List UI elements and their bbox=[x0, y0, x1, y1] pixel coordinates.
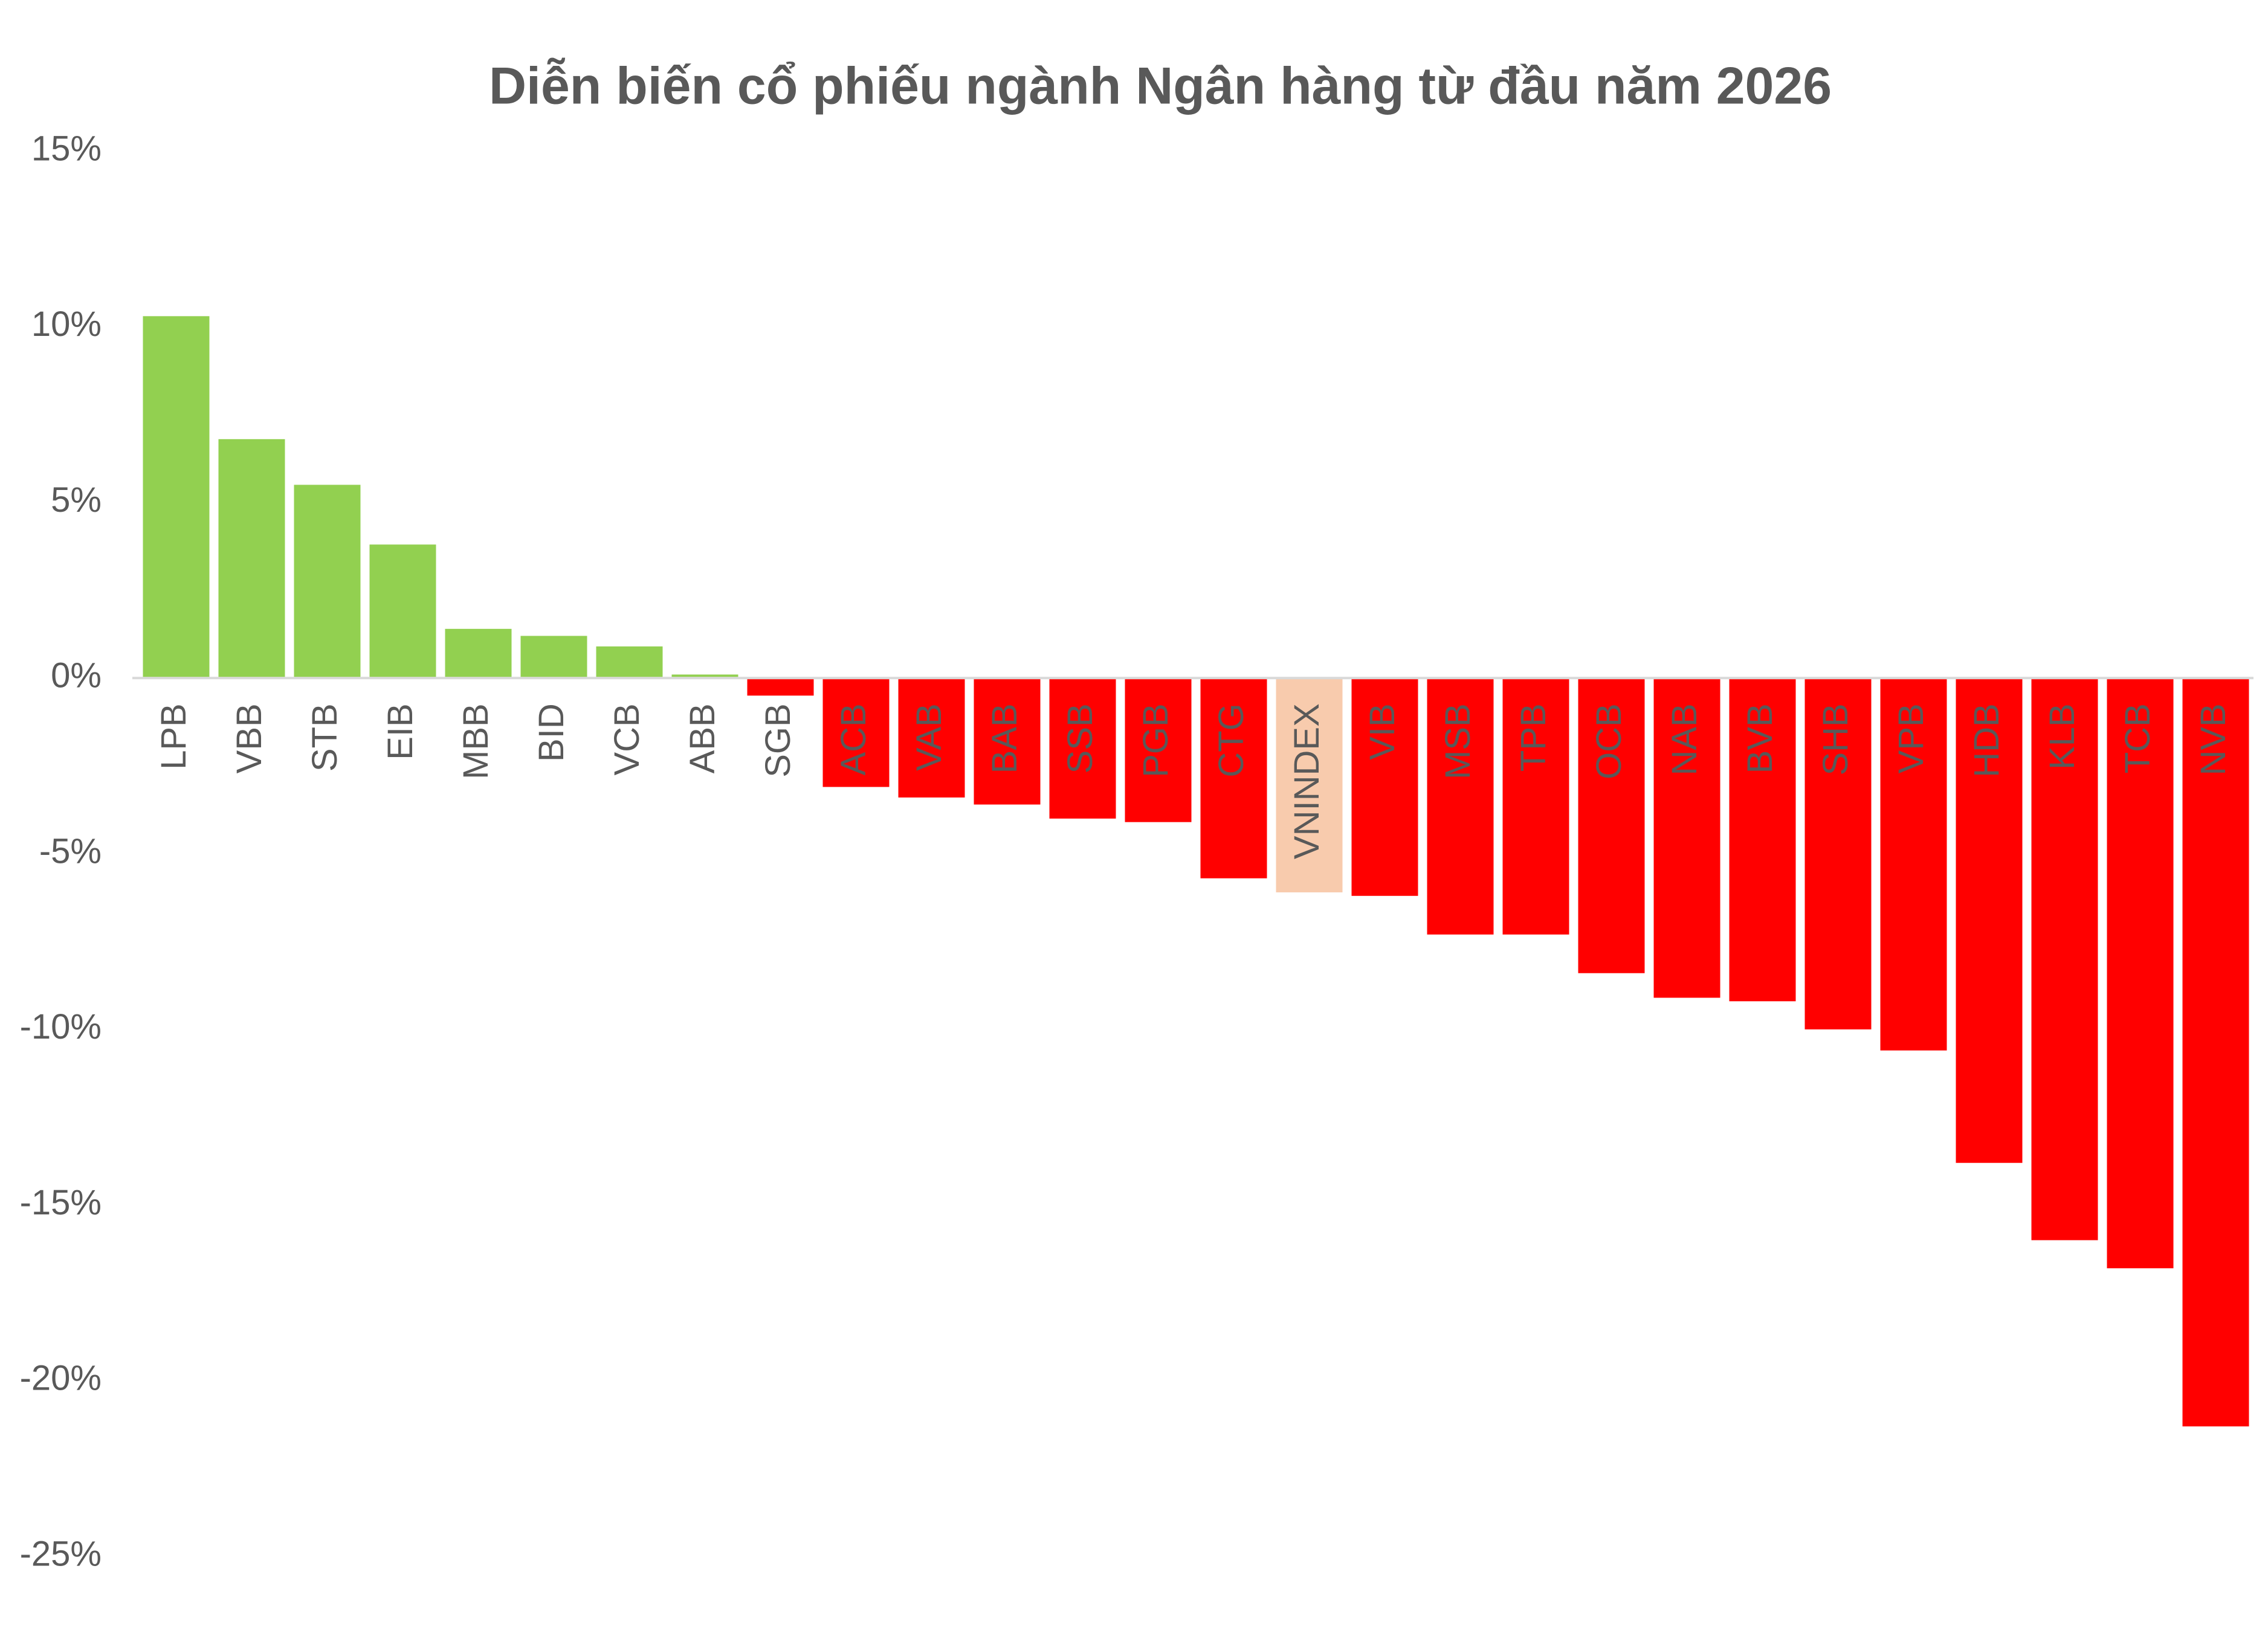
x-tick-label: LPB bbox=[154, 703, 193, 770]
bar bbox=[2107, 678, 2174, 1269]
bar bbox=[1956, 678, 2023, 1163]
x-tick-label: KLB bbox=[2043, 703, 2082, 770]
x-tick-label: OCB bbox=[1589, 703, 1629, 779]
bar bbox=[671, 674, 738, 678]
bar bbox=[294, 485, 361, 678]
x-tick-label: ABB bbox=[683, 703, 722, 773]
x-tick-label: MBB bbox=[456, 703, 496, 779]
bar bbox=[2031, 678, 2098, 1240]
bar bbox=[822, 678, 890, 787]
bar bbox=[747, 678, 814, 696]
x-tick-label: VBB bbox=[230, 703, 269, 773]
x-tick-label: VIB bbox=[1363, 703, 1402, 760]
x-tick-label: TCB bbox=[2118, 703, 2157, 773]
x-tick-label: BVB bbox=[1740, 703, 1780, 773]
x-tick-label: HDB bbox=[1967, 703, 2006, 777]
x-tick-label: SSB bbox=[1061, 703, 1100, 773]
x-tick-label: NVB bbox=[2194, 703, 2233, 775]
bar bbox=[1880, 678, 1947, 1051]
x-tick-label: BAB bbox=[985, 703, 1024, 773]
y-tick-label: -10% bbox=[20, 1007, 102, 1046]
bar bbox=[1351, 678, 1418, 896]
x-tick-label: VAB bbox=[909, 703, 949, 771]
y-tick-label: 10% bbox=[31, 305, 102, 344]
bar bbox=[2182, 678, 2249, 1426]
x-tick-label: VCB bbox=[607, 703, 647, 775]
x-tick-label: STB bbox=[305, 703, 344, 772]
bar bbox=[1276, 678, 1343, 892]
bar bbox=[1804, 678, 1872, 1030]
y-tick-label: -20% bbox=[20, 1359, 102, 1398]
bar bbox=[1502, 678, 1569, 935]
bar bbox=[218, 439, 285, 678]
bar bbox=[1049, 678, 1116, 819]
x-tick-label: VPB bbox=[1892, 703, 1931, 773]
bar bbox=[1125, 678, 1192, 822]
bar bbox=[1200, 678, 1267, 878]
bar bbox=[1653, 678, 1720, 998]
bar bbox=[369, 544, 436, 678]
bar bbox=[596, 646, 663, 678]
x-tick-label: PGB bbox=[1136, 703, 1175, 778]
bar bbox=[1729, 678, 1796, 1002]
x-tick-label: SHB bbox=[1816, 703, 1855, 775]
bar bbox=[898, 678, 965, 798]
chart-title: Diễn biến cổ phiếu ngành Ngân hàng từ đầ… bbox=[489, 57, 1832, 115]
bar bbox=[1427, 678, 1494, 935]
bar bbox=[520, 636, 587, 678]
y-tick-label: -25% bbox=[20, 1534, 102, 1573]
x-tick-label: MSB bbox=[1438, 703, 1478, 779]
y-tick-label: -5% bbox=[39, 831, 102, 871]
bar bbox=[445, 628, 512, 678]
y-tick-label: 5% bbox=[51, 480, 102, 520]
bar bbox=[143, 316, 210, 678]
x-tick-label: NAB bbox=[1665, 703, 1704, 775]
x-tick-label: ACB bbox=[834, 703, 873, 775]
bar bbox=[974, 678, 1041, 805]
y-tick-label: 15% bbox=[31, 129, 102, 168]
x-tick-label: EIB bbox=[381, 703, 420, 760]
y-tick-label: -15% bbox=[20, 1183, 102, 1222]
x-tick-label: BID bbox=[532, 703, 571, 762]
y-tick-label: 0% bbox=[51, 656, 102, 695]
x-tick-label: TPB bbox=[1514, 703, 1553, 772]
bar bbox=[1578, 678, 1645, 973]
x-tick-label: CTG bbox=[1212, 703, 1251, 777]
x-tick-label: SGB bbox=[758, 703, 798, 778]
x-tick-label: VNINDEX bbox=[1287, 703, 1326, 859]
